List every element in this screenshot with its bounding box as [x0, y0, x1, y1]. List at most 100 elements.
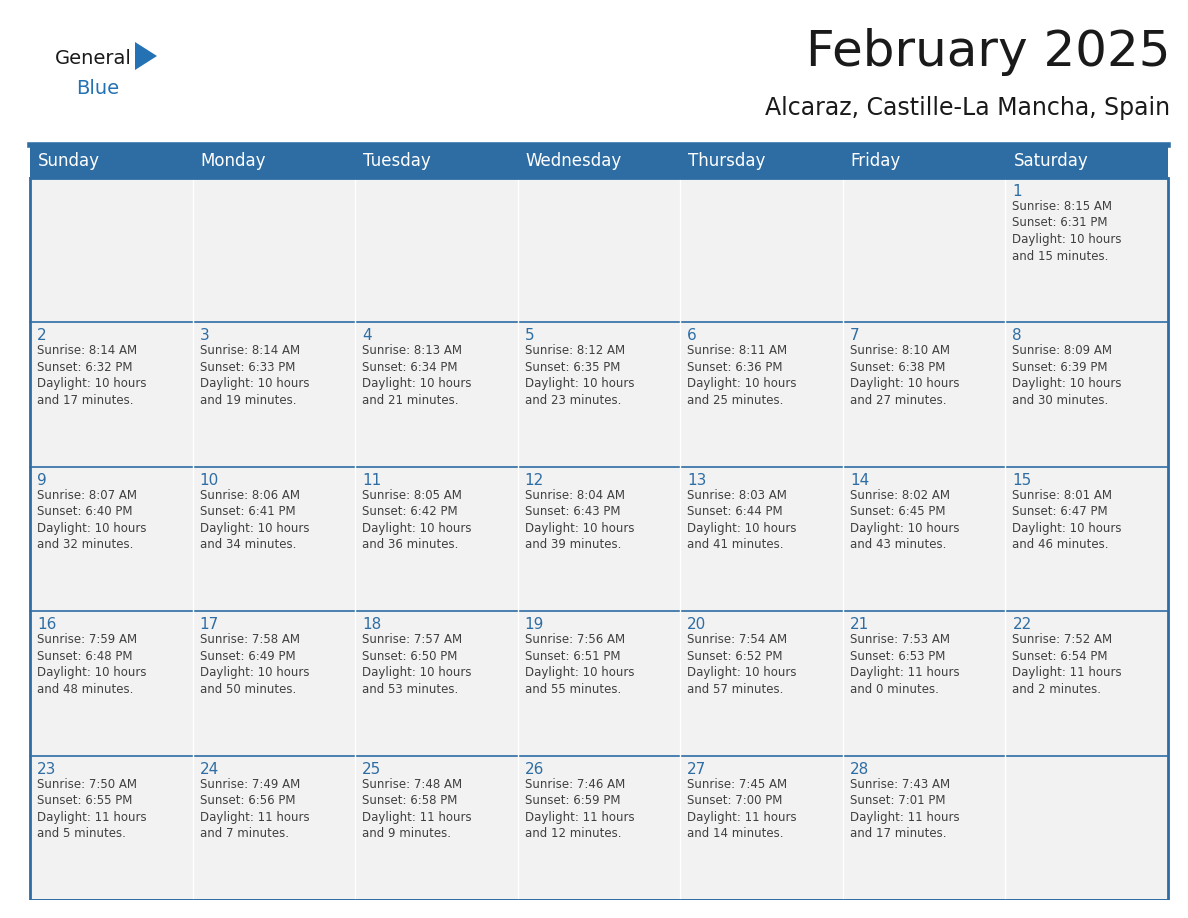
Text: Sunrise: 7:46 AM
Sunset: 6:59 PM
Daylight: 11 hours
and 12 minutes.: Sunrise: 7:46 AM Sunset: 6:59 PM Dayligh… — [525, 778, 634, 840]
Text: Sunrise: 7:56 AM
Sunset: 6:51 PM
Daylight: 10 hours
and 55 minutes.: Sunrise: 7:56 AM Sunset: 6:51 PM Dayligh… — [525, 633, 634, 696]
Text: Alcaraz, Castille-La Mancha, Spain: Alcaraz, Castille-La Mancha, Spain — [765, 96, 1170, 120]
Bar — [30, 178, 1168, 900]
Text: Monday: Monday — [201, 152, 266, 171]
Text: February 2025: February 2025 — [805, 28, 1170, 76]
Text: 22: 22 — [1012, 617, 1031, 633]
Text: Sunrise: 7:53 AM
Sunset: 6:53 PM
Daylight: 11 hours
and 0 minutes.: Sunrise: 7:53 AM Sunset: 6:53 PM Dayligh… — [849, 633, 960, 696]
Text: 15: 15 — [1012, 473, 1031, 487]
Bar — [30, 756, 192, 900]
Text: Saturday: Saturday — [1013, 152, 1088, 171]
Bar — [842, 756, 1005, 900]
Text: 9: 9 — [37, 473, 46, 487]
Text: Blue: Blue — [76, 79, 120, 97]
Text: 21: 21 — [849, 617, 870, 633]
Text: Sunrise: 8:04 AM
Sunset: 6:43 PM
Daylight: 10 hours
and 39 minutes.: Sunrise: 8:04 AM Sunset: 6:43 PM Dayligh… — [525, 488, 634, 552]
Text: Sunrise: 7:59 AM
Sunset: 6:48 PM
Daylight: 10 hours
and 48 minutes.: Sunrise: 7:59 AM Sunset: 6:48 PM Dayligh… — [37, 633, 146, 696]
Text: Sunrise: 8:09 AM
Sunset: 6:39 PM
Daylight: 10 hours
and 30 minutes.: Sunrise: 8:09 AM Sunset: 6:39 PM Dayligh… — [1012, 344, 1121, 407]
Text: General: General — [55, 49, 132, 68]
Text: 27: 27 — [688, 762, 707, 777]
Text: Sunrise: 8:07 AM
Sunset: 6:40 PM
Daylight: 10 hours
and 32 minutes.: Sunrise: 8:07 AM Sunset: 6:40 PM Dayligh… — [37, 488, 146, 552]
Text: Friday: Friday — [851, 152, 902, 171]
Bar — [1005, 322, 1168, 466]
Text: Sunrise: 8:06 AM
Sunset: 6:41 PM
Daylight: 10 hours
and 34 minutes.: Sunrise: 8:06 AM Sunset: 6:41 PM Dayligh… — [200, 488, 309, 552]
Bar — [30, 322, 192, 466]
Text: 5: 5 — [525, 329, 535, 343]
Bar — [355, 322, 518, 466]
Text: 12: 12 — [525, 473, 544, 487]
Text: Sunday: Sunday — [38, 152, 100, 171]
Text: Sunrise: 8:01 AM
Sunset: 6:47 PM
Daylight: 10 hours
and 46 minutes.: Sunrise: 8:01 AM Sunset: 6:47 PM Dayligh… — [1012, 488, 1121, 552]
Text: 7: 7 — [849, 329, 859, 343]
Bar — [681, 756, 842, 900]
Text: Sunrise: 8:12 AM
Sunset: 6:35 PM
Daylight: 10 hours
and 23 minutes.: Sunrise: 8:12 AM Sunset: 6:35 PM Dayligh… — [525, 344, 634, 407]
Text: 17: 17 — [200, 617, 219, 633]
Text: 8: 8 — [1012, 329, 1022, 343]
Text: Sunrise: 7:43 AM
Sunset: 7:01 PM
Daylight: 11 hours
and 17 minutes.: Sunrise: 7:43 AM Sunset: 7:01 PM Dayligh… — [849, 778, 960, 840]
Text: Sunrise: 8:13 AM
Sunset: 6:34 PM
Daylight: 10 hours
and 21 minutes.: Sunrise: 8:13 AM Sunset: 6:34 PM Dayligh… — [362, 344, 472, 407]
Bar — [355, 756, 518, 900]
Text: 23: 23 — [37, 762, 56, 777]
Bar — [192, 322, 355, 466]
Text: 6: 6 — [688, 329, 697, 343]
Text: 16: 16 — [37, 617, 56, 633]
Bar — [355, 178, 518, 322]
Bar — [842, 178, 1005, 322]
Bar — [518, 466, 681, 611]
Text: Sunrise: 7:58 AM
Sunset: 6:49 PM
Daylight: 10 hours
and 50 minutes.: Sunrise: 7:58 AM Sunset: 6:49 PM Dayligh… — [200, 633, 309, 696]
Bar — [192, 466, 355, 611]
Text: 13: 13 — [688, 473, 707, 487]
Text: Sunrise: 8:03 AM
Sunset: 6:44 PM
Daylight: 10 hours
and 41 minutes.: Sunrise: 8:03 AM Sunset: 6:44 PM Dayligh… — [688, 488, 797, 552]
Bar — [681, 178, 842, 322]
Text: 18: 18 — [362, 617, 381, 633]
Bar — [0, 900, 1188, 918]
Bar — [355, 611, 518, 756]
Text: Sunrise: 8:11 AM
Sunset: 6:36 PM
Daylight: 10 hours
and 25 minutes.: Sunrise: 8:11 AM Sunset: 6:36 PM Dayligh… — [688, 344, 797, 407]
Bar — [518, 178, 681, 322]
Text: Sunrise: 7:54 AM
Sunset: 6:52 PM
Daylight: 10 hours
and 57 minutes.: Sunrise: 7:54 AM Sunset: 6:52 PM Dayligh… — [688, 633, 797, 696]
Text: Sunrise: 8:10 AM
Sunset: 6:38 PM
Daylight: 10 hours
and 27 minutes.: Sunrise: 8:10 AM Sunset: 6:38 PM Dayligh… — [849, 344, 960, 407]
Bar — [681, 322, 842, 466]
Bar — [842, 611, 1005, 756]
Bar — [355, 466, 518, 611]
Text: Sunrise: 7:52 AM
Sunset: 6:54 PM
Daylight: 11 hours
and 2 minutes.: Sunrise: 7:52 AM Sunset: 6:54 PM Dayligh… — [1012, 633, 1121, 696]
Text: 11: 11 — [362, 473, 381, 487]
Text: 25: 25 — [362, 762, 381, 777]
Bar — [518, 611, 681, 756]
Bar — [30, 466, 192, 611]
Text: Sunrise: 8:14 AM
Sunset: 6:32 PM
Daylight: 10 hours
and 17 minutes.: Sunrise: 8:14 AM Sunset: 6:32 PM Dayligh… — [37, 344, 146, 407]
Bar — [518, 756, 681, 900]
Text: 10: 10 — [200, 473, 219, 487]
Text: 24: 24 — [200, 762, 219, 777]
Bar — [192, 611, 355, 756]
Text: 3: 3 — [200, 329, 209, 343]
Bar — [681, 466, 842, 611]
Text: Sunrise: 7:49 AM
Sunset: 6:56 PM
Daylight: 11 hours
and 7 minutes.: Sunrise: 7:49 AM Sunset: 6:56 PM Dayligh… — [200, 778, 309, 840]
Text: Tuesday: Tuesday — [364, 152, 431, 171]
Text: 28: 28 — [849, 762, 870, 777]
Text: 2: 2 — [37, 329, 46, 343]
Text: Sunrise: 7:50 AM
Sunset: 6:55 PM
Daylight: 11 hours
and 5 minutes.: Sunrise: 7:50 AM Sunset: 6:55 PM Dayligh… — [37, 778, 146, 840]
Bar — [681, 611, 842, 756]
Text: Sunrise: 7:57 AM
Sunset: 6:50 PM
Daylight: 10 hours
and 53 minutes.: Sunrise: 7:57 AM Sunset: 6:50 PM Dayligh… — [362, 633, 472, 696]
Text: Thursday: Thursday — [688, 152, 765, 171]
Bar — [1005, 178, 1168, 322]
Bar — [192, 178, 355, 322]
Bar — [1005, 466, 1168, 611]
Bar — [30, 611, 192, 756]
Text: Sunrise: 8:15 AM
Sunset: 6:31 PM
Daylight: 10 hours
and 15 minutes.: Sunrise: 8:15 AM Sunset: 6:31 PM Dayligh… — [1012, 200, 1121, 263]
Text: Sunrise: 8:02 AM
Sunset: 6:45 PM
Daylight: 10 hours
and 43 minutes.: Sunrise: 8:02 AM Sunset: 6:45 PM Dayligh… — [849, 488, 960, 552]
Bar — [30, 178, 192, 322]
Text: Wednesday: Wednesday — [526, 152, 623, 171]
Text: 26: 26 — [525, 762, 544, 777]
Text: Sunrise: 7:48 AM
Sunset: 6:58 PM
Daylight: 11 hours
and 9 minutes.: Sunrise: 7:48 AM Sunset: 6:58 PM Dayligh… — [362, 778, 472, 840]
Bar — [1005, 756, 1168, 900]
Bar — [192, 756, 355, 900]
Bar — [1005, 611, 1168, 756]
Text: Sunrise: 8:14 AM
Sunset: 6:33 PM
Daylight: 10 hours
and 19 minutes.: Sunrise: 8:14 AM Sunset: 6:33 PM Dayligh… — [200, 344, 309, 407]
Text: 4: 4 — [362, 329, 372, 343]
Bar — [842, 466, 1005, 611]
Text: Sunrise: 8:05 AM
Sunset: 6:42 PM
Daylight: 10 hours
and 36 minutes.: Sunrise: 8:05 AM Sunset: 6:42 PM Dayligh… — [362, 488, 472, 552]
Text: 20: 20 — [688, 617, 707, 633]
Bar — [518, 322, 681, 466]
Text: Sunrise: 7:45 AM
Sunset: 7:00 PM
Daylight: 11 hours
and 14 minutes.: Sunrise: 7:45 AM Sunset: 7:00 PM Dayligh… — [688, 778, 797, 840]
